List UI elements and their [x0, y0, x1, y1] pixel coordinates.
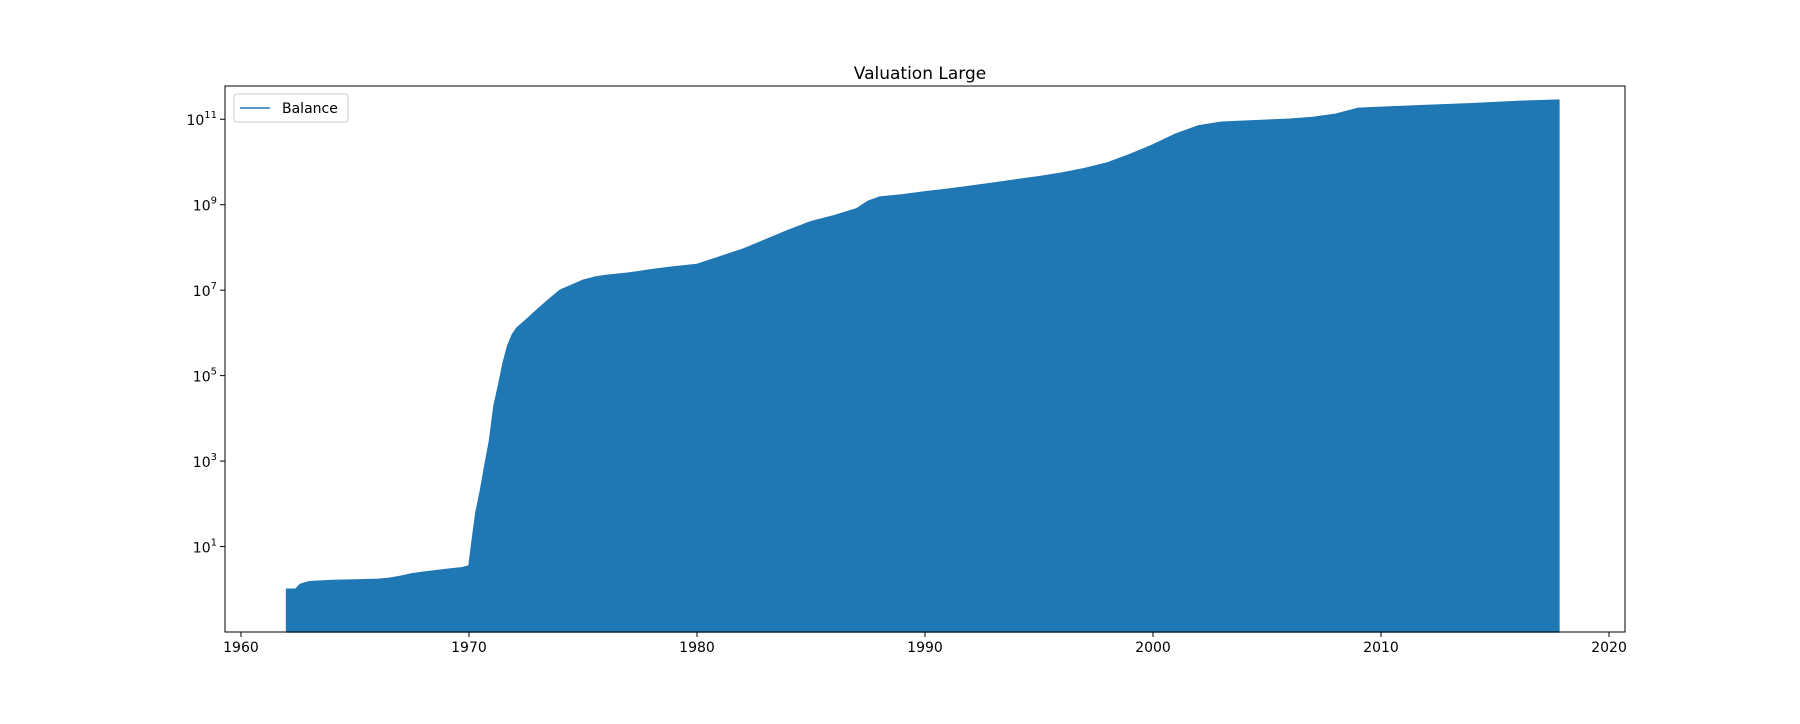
plot-area — [285, 99, 1560, 633]
series-area-balance — [285, 99, 1560, 633]
y-tick-label: 105 — [193, 367, 217, 386]
legend: Balance — [233, 93, 349, 123]
y-tick-label: 107 — [193, 281, 217, 300]
axes: 1960 1970 1980 1990 2000 2010 2020 101 103 105 107… — [186, 85, 1627, 656]
y-tick-label: 109 — [193, 196, 217, 215]
x-tick-label: 2010 — [1363, 640, 1399, 656]
x-tick-label: 2020 — [1591, 640, 1627, 656]
x-tick-label: 1990 — [907, 640, 943, 656]
legend-label: Balance — [282, 101, 338, 117]
x-tick-label: 1980 — [679, 640, 715, 656]
x-tick-label: 1970 — [451, 640, 487, 656]
y-tick-label: 1011 — [186, 110, 217, 129]
y-tick-label: 103 — [193, 452, 217, 471]
legend-box — [233, 93, 349, 123]
chart-title: Valuation Large — [854, 64, 986, 84]
x-tick-label: 2000 — [1135, 640, 1171, 656]
y-tick-label: 101 — [193, 538, 217, 557]
x-tick-label: 1960 — [223, 640, 259, 656]
